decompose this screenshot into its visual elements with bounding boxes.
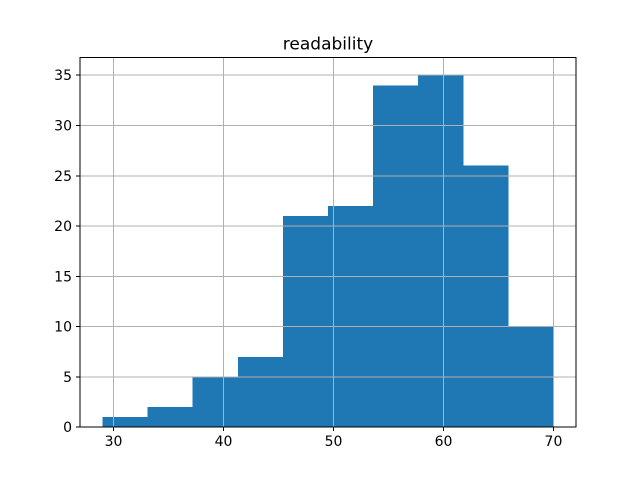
tick-layer: 30 40 50 60 70 0 5 10 15 20 25 30 35 xyxy=(54,68,562,450)
histogram-bar xyxy=(373,85,419,428)
histogram-bar xyxy=(192,376,238,428)
histogram-bar xyxy=(328,205,374,428)
x-tick-label: 40 xyxy=(215,434,233,450)
histogram-bar xyxy=(237,356,283,428)
y-tick-label: 15 xyxy=(54,269,72,285)
y-tick-label: 25 xyxy=(54,169,72,185)
histogram-bar xyxy=(418,75,464,428)
bars-layer xyxy=(102,75,554,428)
grid-layer xyxy=(80,57,576,428)
y-tick-label: 5 xyxy=(63,370,72,386)
y-tick-label: 0 xyxy=(63,420,72,436)
y-tick-label: 20 xyxy=(54,219,72,235)
x-tick-label: 70 xyxy=(545,434,563,450)
histogram-bar xyxy=(463,165,509,428)
spine-layer xyxy=(79,57,577,428)
x-tick-label: 60 xyxy=(435,434,453,450)
y-tick-label: 10 xyxy=(54,320,72,336)
x-tick-label: 30 xyxy=(105,434,123,450)
y-tick-label: 30 xyxy=(54,118,72,134)
chart-title: readability xyxy=(283,35,373,55)
plot-border xyxy=(79,57,577,428)
histogram-bar xyxy=(147,407,193,428)
x-tick-label: 50 xyxy=(325,434,343,450)
y-tick-label: 35 xyxy=(54,68,72,84)
histogram-bar xyxy=(282,216,328,428)
histogram-bar xyxy=(102,417,148,428)
